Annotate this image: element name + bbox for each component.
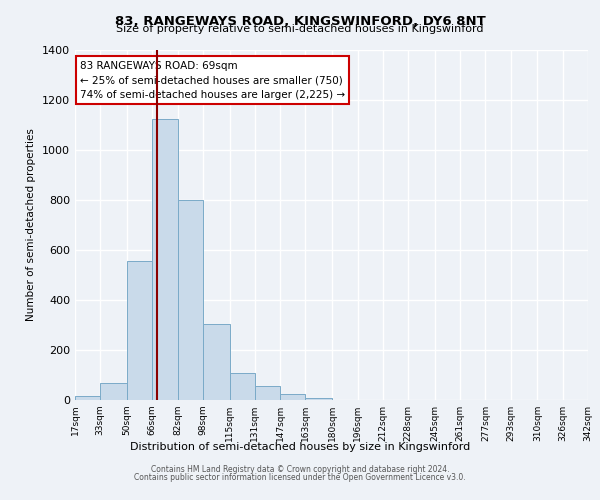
Bar [203,324,230,400]
Bar [100,382,127,400]
Bar [152,119,178,400]
Y-axis label: Number of semi-detached properties: Number of semi-detached properties [26,128,37,322]
Text: Size of property relative to semi-detached houses in Kingswinford: Size of property relative to semi-detach… [116,24,484,34]
Bar [127,261,152,400]
Bar [305,398,332,400]
Bar [255,386,280,400]
Bar [230,372,255,400]
Text: 83, RANGEWAYS ROAD, KINGSWINFORD, DY6 8NT: 83, RANGEWAYS ROAD, KINGSWINFORD, DY6 8N… [115,15,485,28]
Text: 83 RANGEWAYS ROAD: 69sqm
← 25% of semi-detached houses are smaller (750)
74% of : 83 RANGEWAYS ROAD: 69sqm ← 25% of semi-d… [80,60,345,100]
Text: Contains HM Land Registry data © Crown copyright and database right 2024.: Contains HM Land Registry data © Crown c… [151,464,449,473]
Text: Contains public sector information licensed under the Open Government Licence v3: Contains public sector information licen… [134,474,466,482]
Text: Distribution of semi-detached houses by size in Kingswinford: Distribution of semi-detached houses by … [130,442,470,452]
Bar [280,394,305,400]
Bar [178,200,203,400]
Bar [75,396,100,400]
